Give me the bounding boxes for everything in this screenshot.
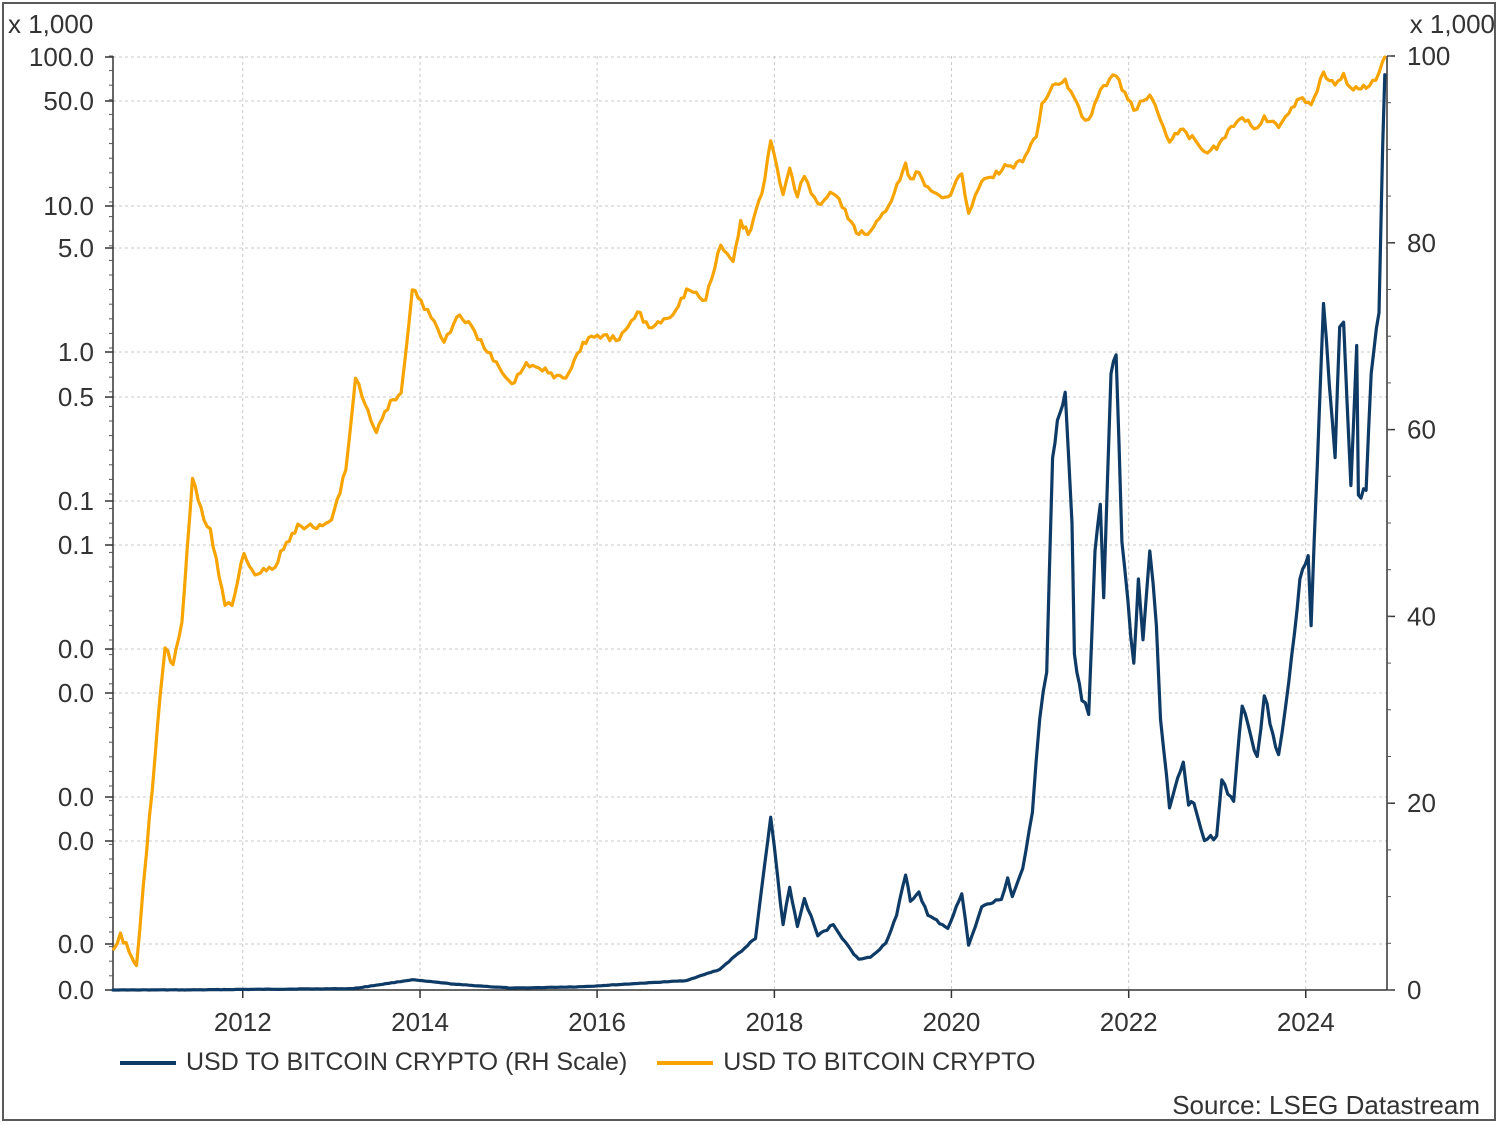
left-tick-label: 0.5 bbox=[58, 382, 94, 412]
x-tick-label: 2024 bbox=[1277, 1007, 1335, 1037]
x-tick-label: 2018 bbox=[745, 1007, 803, 1037]
right-axis-multiplier: x 1,000 bbox=[1410, 9, 1495, 39]
legend: USD TO BITCOIN CRYPTO (RH Scale) USD TO … bbox=[120, 1048, 1065, 1077]
left-tick-label: 100.0 bbox=[29, 42, 94, 72]
left-tick-label: 0.0 bbox=[58, 678, 94, 708]
series-line-rh-scale bbox=[111, 73, 1387, 992]
tick-labels: 100.0 50.0 10.0 5.0 1.0 0.5 0.1 0.1 0.0 0.0 0.0 0.0… bbox=[29, 41, 1450, 1037]
axes bbox=[112, 56, 1388, 991]
left-tick-label: 0.0 bbox=[58, 782, 94, 812]
right-tick-label: 60 bbox=[1407, 415, 1436, 445]
source-note: Source: LSEG Datastream bbox=[1172, 1090, 1480, 1120]
legend-item-rh: USD TO BITCOIN CRYPTO (RH Scale) bbox=[120, 1048, 627, 1077]
series-line-lh-scale bbox=[112, 55, 1387, 968]
left-tick-label: 0.1 bbox=[58, 486, 94, 516]
right-tick-label: 20 bbox=[1407, 788, 1436, 818]
x-tick-label: 2014 bbox=[391, 1007, 449, 1037]
legend-label-lh: USD TO BITCOIN CRYPTO bbox=[723, 1048, 1036, 1076]
x-tick-label: 2016 bbox=[568, 1007, 626, 1037]
right-tick-label: 100 bbox=[1407, 41, 1450, 71]
right-tick-label: 80 bbox=[1407, 228, 1436, 258]
left-tick-label: 1.0 bbox=[58, 337, 94, 367]
right-tick-label: 0 bbox=[1407, 975, 1421, 1005]
left-tick-label: 0.0 bbox=[58, 929, 94, 959]
series-lines bbox=[111, 55, 1387, 992]
legend-item-lh: USD TO BITCOIN CRYPTO bbox=[657, 1048, 1035, 1077]
left-tick-label: 10.0 bbox=[43, 191, 94, 221]
left-axis-multiplier: x 1,000 bbox=[8, 9, 93, 39]
left-tick-label: 0.0 bbox=[58, 826, 94, 856]
legend-swatch-rh bbox=[120, 1060, 176, 1065]
x-tick-label: 2020 bbox=[922, 1007, 980, 1037]
right-tick-label: 40 bbox=[1407, 601, 1436, 631]
legend-swatch-lh bbox=[657, 1060, 714, 1065]
x-tick-label: 2022 bbox=[1100, 1007, 1158, 1037]
left-tick-label: 0.1 bbox=[58, 530, 94, 560]
legend-label-rh: USD TO BITCOIN CRYPTO (RH Scale) bbox=[186, 1048, 628, 1076]
left-tick-label: 5.0 bbox=[58, 233, 94, 263]
left-tick-label: 0.0 bbox=[58, 975, 94, 1005]
left-tick-label: 50.0 bbox=[43, 86, 94, 116]
gridlines bbox=[113, 56, 1387, 991]
left-tick-label: 0.0 bbox=[58, 634, 94, 664]
x-tick-label: 2012 bbox=[214, 1007, 272, 1037]
